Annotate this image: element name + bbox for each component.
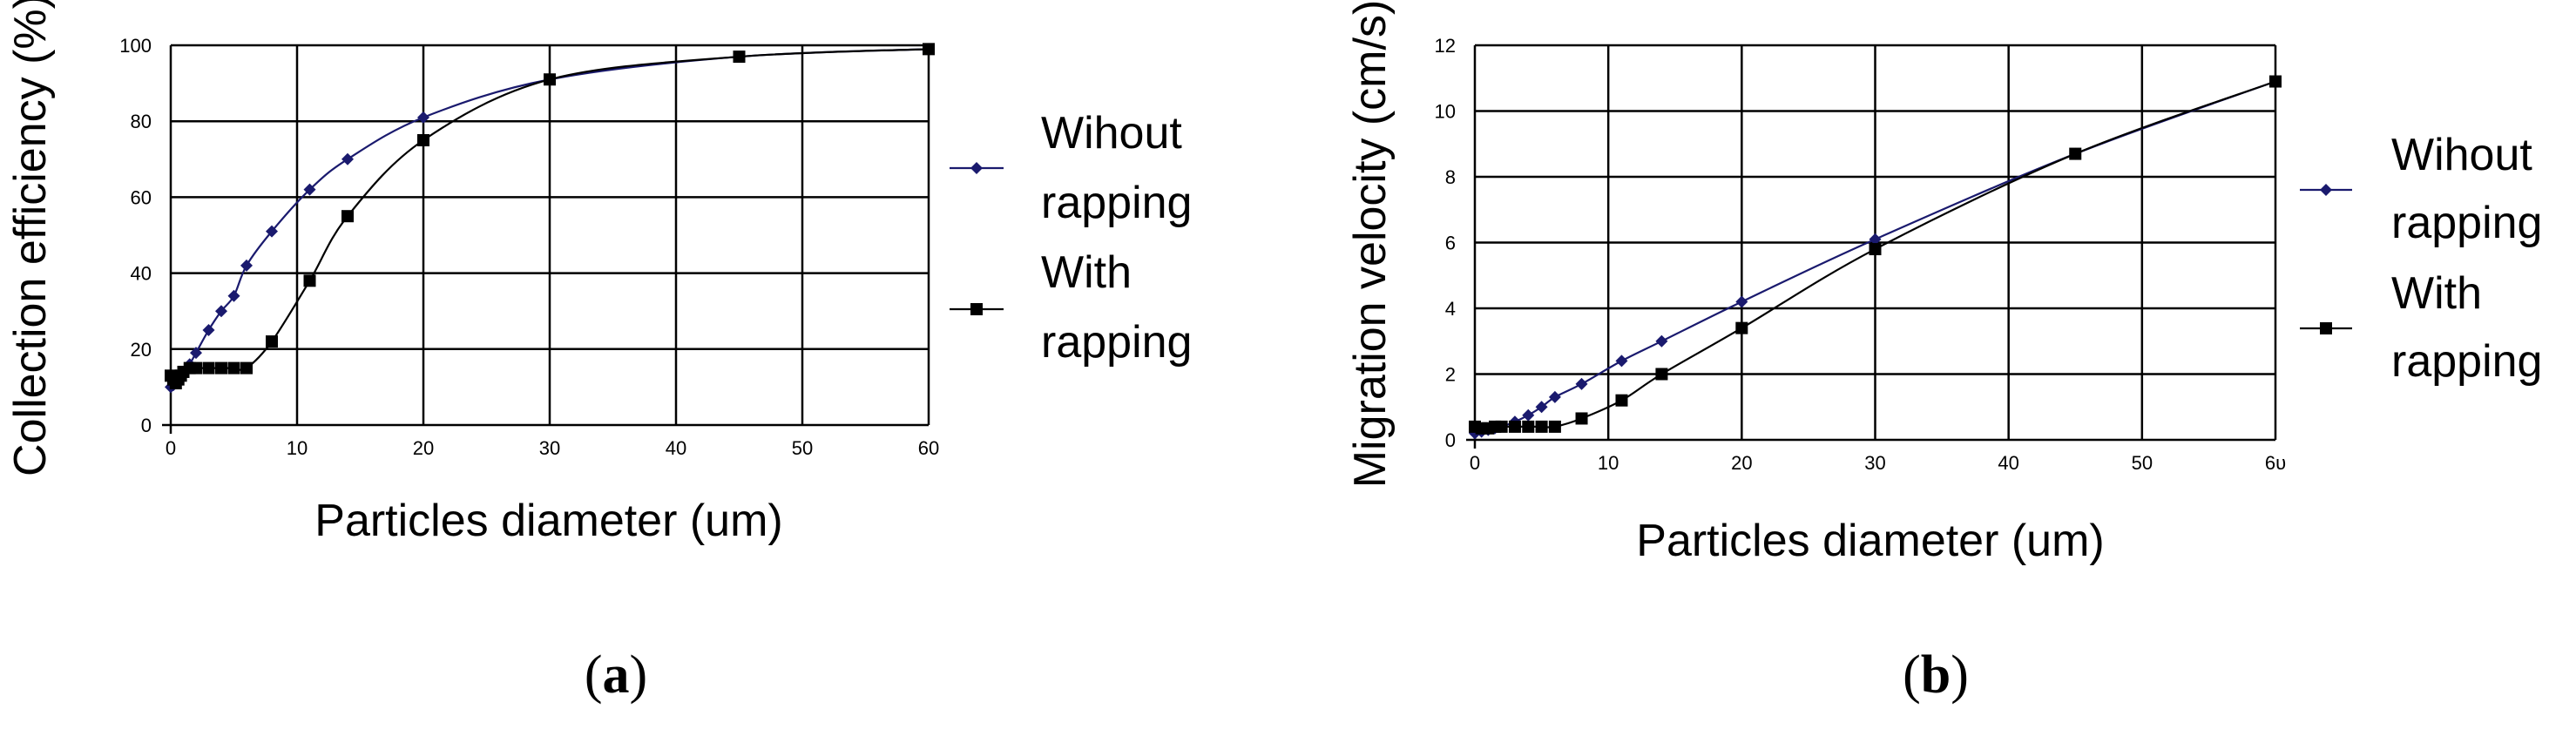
legend-label-series-1: rapping xyxy=(2391,198,2542,248)
x-tick-label: 0 xyxy=(166,437,176,459)
y-tick-label: 40 xyxy=(131,263,152,285)
data-point-series-1 xyxy=(190,347,202,360)
panel-label-b: (b) xyxy=(1903,645,1969,705)
legend-label-series-2: rapping xyxy=(1041,317,1192,368)
y-tick-label: 4 xyxy=(1445,298,1456,320)
data-point-series-1 xyxy=(1615,354,1628,368)
y-axis-title: Migration velocity (cm/s) xyxy=(1345,0,1396,488)
data-point-series-1 xyxy=(240,259,253,272)
y-tick-label: 100 xyxy=(119,35,152,57)
data-point-series-1 xyxy=(1655,334,1668,348)
x-axis-title: Particles diameter (um) xyxy=(314,496,782,546)
chart-panel-a: 0 10 20 30 40 50 60 0 20 40 60 80 100 Particles diame… xyxy=(5,0,1192,546)
data-point-series-2 xyxy=(303,274,316,287)
data-point-series-1 xyxy=(1535,401,1548,414)
y-tick-label: 0 xyxy=(1445,429,1456,451)
x-tick-label: 40 xyxy=(1998,452,2018,474)
legend-label-series-1: Wihout xyxy=(2391,130,2532,180)
panel-label-a-close: ) xyxy=(630,645,648,705)
data-point-series-2 xyxy=(1508,420,1521,433)
panel-label-a-open: ( xyxy=(585,645,603,705)
x-tick-label: 6υ xyxy=(2265,452,2286,474)
data-point-series-2 xyxy=(923,43,935,56)
y-tick-label: 12 xyxy=(1435,35,1456,57)
y-tick-label: 80 xyxy=(131,111,152,132)
legend-marker-series-2 xyxy=(970,303,983,315)
data-point-series-1 xyxy=(227,289,240,302)
data-point-series-2 xyxy=(215,361,227,375)
data-point-series-2 xyxy=(2269,75,2282,88)
data-point-series-2 xyxy=(341,210,354,223)
x-tick-label: 20 xyxy=(1731,452,1752,474)
data-point-series-2 xyxy=(733,51,746,64)
x-tick-label: 40 xyxy=(666,437,686,459)
panel-label-b-letter: b xyxy=(1921,645,1951,705)
y-tick-label: 6 xyxy=(1445,233,1456,254)
y-tick-label: 0 xyxy=(141,415,152,436)
data-point-series-1 xyxy=(266,225,278,238)
panel-label-a: (a) xyxy=(585,645,647,705)
data-point-series-1 xyxy=(1522,408,1535,422)
data-point-series-1 xyxy=(303,183,316,196)
data-point-series-1 xyxy=(1869,233,1882,246)
legend-label-series-2: With xyxy=(2391,268,2482,319)
y-tick-label: 20 xyxy=(131,339,152,361)
x-tick-label: 0 xyxy=(1470,452,1480,474)
data-point-series-2 xyxy=(1495,420,1508,433)
data-point-series-2 xyxy=(1655,368,1668,381)
legend-marker-series-2 xyxy=(2320,322,2332,334)
x-axis-title: Particles diameter (um) xyxy=(1636,516,2104,566)
data-point-series-1 xyxy=(417,111,429,124)
y-tick-label: 10 xyxy=(1435,101,1456,123)
legend-label-series-1: rapping xyxy=(1041,178,1192,228)
x-tick-label: 60 xyxy=(918,437,939,459)
data-point-series-2 xyxy=(1575,412,1588,425)
legend-marker-series-1 xyxy=(2320,184,2332,196)
x-tick-label: 50 xyxy=(792,437,813,459)
y-tick-label: 2 xyxy=(1445,364,1456,386)
data-point-series-2 xyxy=(1522,420,1535,433)
y-tick-label: 8 xyxy=(1445,166,1456,188)
data-point-series-2 xyxy=(2069,147,2082,160)
data-point-series-1 xyxy=(1735,295,1748,308)
data-point-series-2 xyxy=(1869,243,1882,256)
data-point-series-1 xyxy=(202,324,215,336)
y-tick-label: 60 xyxy=(131,186,152,208)
legend-label-series-2: With xyxy=(1041,247,1132,298)
data-point-series-2 xyxy=(417,134,429,146)
panel-label-b-close: ) xyxy=(1951,645,1969,705)
data-point-series-1 xyxy=(341,152,354,165)
data-point-series-2 xyxy=(202,361,215,375)
chart-panel-b: 0 10 20 30 40 50 6υ 0 2 4 6 8 10 12 Particles diameter… xyxy=(1345,0,2542,566)
data-point-series-2 xyxy=(1735,321,1748,334)
x-tick-label: 20 xyxy=(413,437,434,459)
data-point-series-2 xyxy=(190,361,202,375)
legend-marker-series-1 xyxy=(970,162,983,174)
x-tick-label: 30 xyxy=(1864,452,1885,474)
panel-label-a-letter: a xyxy=(603,645,630,705)
data-point-series-1 xyxy=(215,305,227,318)
panel-label-b-open: ( xyxy=(1903,645,1921,705)
data-point-series-2 xyxy=(1615,394,1628,407)
data-point-series-2 xyxy=(1535,420,1548,433)
legend-label-series-1: Wihout xyxy=(1041,108,1182,159)
x-tick-label: 50 xyxy=(2132,452,2153,474)
x-tick-label: 30 xyxy=(539,437,560,459)
data-point-series-2 xyxy=(240,361,253,375)
data-point-series-1 xyxy=(1575,377,1588,390)
data-point-series-1 xyxy=(1548,390,1561,403)
legend-label-series-2: rapping xyxy=(2391,336,2542,387)
data-point-series-2 xyxy=(544,73,556,86)
data-point-series-2 xyxy=(1548,420,1561,433)
x-tick-label: 10 xyxy=(287,437,308,459)
y-axis-title: Collection efficiency (%) xyxy=(5,0,56,476)
data-point-series-2 xyxy=(227,361,240,375)
data-point-series-2 xyxy=(266,335,278,348)
x-tick-label: 10 xyxy=(1598,452,1619,474)
